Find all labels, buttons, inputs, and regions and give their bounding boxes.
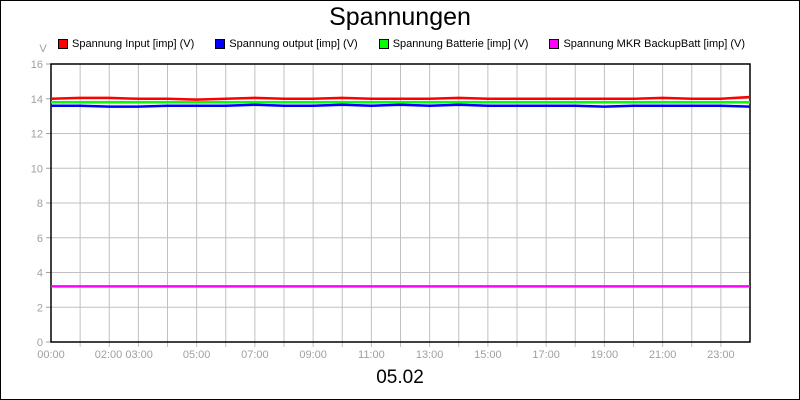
legend-item: Spannung Batterie [imp] (V)	[378, 38, 529, 50]
x-tick-label: 00:00	[37, 349, 65, 361]
x-tick-label: 21:00	[649, 349, 677, 361]
y-tick-label: 14	[31, 94, 43, 106]
chart-subtitle: 05.02	[376, 367, 424, 388]
x-tick-label: 19:00	[591, 349, 619, 361]
x-tick-label: 09:00	[299, 349, 327, 361]
legend-label: Spannung Input [imp] (V)	[72, 38, 195, 50]
y-tick-label: 4	[37, 268, 43, 280]
y-tick-label: 8	[37, 198, 43, 210]
legend-item: Spannung Input [imp] (V)	[58, 38, 194, 50]
x-tick-label: 07:00	[241, 349, 269, 361]
x-tick-label: 02:00 03:00	[95, 349, 153, 361]
plot-area-border	[50, 63, 751, 343]
legend-item: Spannung output [imp] (V)	[215, 38, 358, 50]
y-tick-label: 6	[37, 233, 43, 245]
x-tick-label: 13:00	[416, 349, 444, 361]
legend-swatch	[215, 39, 226, 49]
y-tick-label: 16	[31, 59, 43, 71]
legend-item: Spannung MKR BackupBatt [imp] (V)	[549, 38, 745, 50]
legend-label: Spannung MKR BackupBatt [imp] (V)	[563, 38, 746, 50]
series-line-1	[50, 95, 751, 101]
legend-swatch	[378, 39, 389, 49]
legend-label: Spannung Batterie [imp] (V)	[392, 38, 529, 50]
x-tick-label: 05:00	[183, 349, 211, 361]
legend-swatch	[549, 39, 560, 49]
x-tick-label: 11:00	[358, 349, 385, 361]
legend-swatch	[58, 39, 68, 49]
legend-label: Spannung output [imp] (V)	[229, 38, 358, 50]
chart-title: Spannungen	[329, 3, 471, 31]
y-axis-label: V	[39, 43, 47, 55]
legend: Spannung Input [imp] (V) Spannung output…	[58, 38, 766, 50]
y-tick-label: 2	[37, 302, 43, 314]
x-tick-label: 23:00	[707, 349, 735, 361]
x-tick-label: 17:00	[532, 349, 560, 361]
y-tick-label: 12	[31, 129, 43, 141]
x-tick-label: 15:00	[474, 349, 502, 361]
y-tick-label: 10	[31, 163, 43, 175]
y-tick-label: 0	[37, 337, 43, 349]
series-line-2	[51, 103, 751, 108]
